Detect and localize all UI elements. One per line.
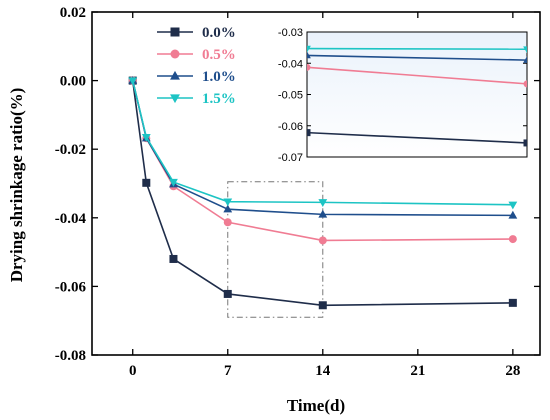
plot-frame: [91, 11, 541, 356]
data-point: [169, 254, 178, 263]
legend-marker: [170, 94, 180, 104]
inset-y-tick-label: -0.07: [278, 152, 303, 164]
x-tick-label: 21: [410, 363, 425, 379]
data-point: [318, 199, 328, 207]
data-point: [508, 201, 518, 210]
inset-data-point: [307, 63, 311, 71]
inset-data-point: [307, 51, 311, 59]
legend-marker: [170, 70, 180, 80]
y-axis-title: Drying shrinkage ratio(%): [7, 88, 26, 283]
y-tick-label: -0.02: [55, 142, 86, 158]
y-tick-label: -0.08: [55, 348, 86, 364]
inset-data-point: [307, 129, 311, 137]
y-tick-label: -0.06: [55, 279, 87, 295]
inset-series-0.5%: [307, 63, 527, 88]
data-point: [223, 218, 232, 227]
x-tick-label: 14: [315, 363, 331, 379]
legend-marker: [170, 49, 180, 59]
series-line: [131, 80, 513, 307]
inset-series-line: [307, 66, 527, 85]
inset-data-point: [523, 46, 527, 54]
y-tick-label: -0.04: [55, 211, 87, 227]
data-point: [508, 298, 517, 307]
inset-series-line: [307, 47, 527, 50]
data-point: [128, 77, 138, 86]
inset-data-point: [523, 139, 527, 147]
inset-y-tick-label: -0.05: [278, 90, 303, 102]
inset-series-line: [307, 131, 527, 144]
legend-marker: [170, 27, 180, 37]
data-point: [508, 235, 517, 244]
legend-entry: 1.5%: [157, 91, 236, 107]
inset-data-point: [523, 56, 527, 63]
legend-entry: 1.0%: [157, 69, 236, 85]
legend-entry: 0.5%: [157, 47, 236, 63]
inset-series-1.0%: [307, 51, 527, 63]
data-point: [508, 210, 518, 219]
inset-y-tick-label: -0.03: [278, 27, 303, 39]
axes: 0 7 14 21 28 -0.08 -0.06 -0.04 -0.02 0.00 0.02: [55, 5, 541, 379]
series-line: [131, 80, 513, 206]
zoom-region-box: [227, 181, 324, 318]
y-tick-label: 0.00: [60, 74, 86, 90]
series-1.5%: [128, 77, 518, 210]
inset-series-1.5%: [307, 45, 527, 54]
inset-data-point: [523, 80, 527, 88]
legend-entry: 0.0%: [157, 25, 236, 41]
x-tick-label: 0: [129, 363, 137, 379]
legend-label: 0.5%: [202, 47, 236, 63]
x-axis-title: Time(d): [287, 396, 345, 415]
legend-label: 1.0%: [202, 69, 236, 85]
inset-data-point: [307, 45, 311, 53]
data-point: [141, 133, 151, 142]
x-tick-label: 28: [505, 363, 520, 379]
inset-series-line: [307, 54, 527, 61]
data-point: [318, 209, 328, 218]
inset-y-tick-label: -0.06: [278, 121, 303, 133]
legend-label: 0.0%: [202, 25, 236, 41]
inset-series-0.0%: [307, 129, 527, 147]
x-tick-label: 7: [224, 363, 232, 379]
data-point: [318, 301, 327, 310]
legend: 0.0% 0.5% 1.0% 1.5%: [157, 25, 236, 107]
data-point: [142, 178, 151, 187]
inset-series: [307, 45, 527, 147]
legend-label: 1.5%: [202, 91, 236, 107]
data-point: [223, 198, 233, 207]
inset-chart: -0.03 -0.04 -0.05 -0.06 -0.07: [278, 27, 528, 164]
inset-frame: [306, 31, 528, 158]
series-layer: [128, 76, 518, 310]
data-point: [169, 178, 178, 187]
inset-y-tick-label: -0.04: [278, 58, 303, 70]
data-point: [223, 204, 233, 213]
y-tick-label: 0.02: [60, 5, 86, 21]
data-point: [223, 289, 232, 298]
data-point: [318, 236, 327, 245]
